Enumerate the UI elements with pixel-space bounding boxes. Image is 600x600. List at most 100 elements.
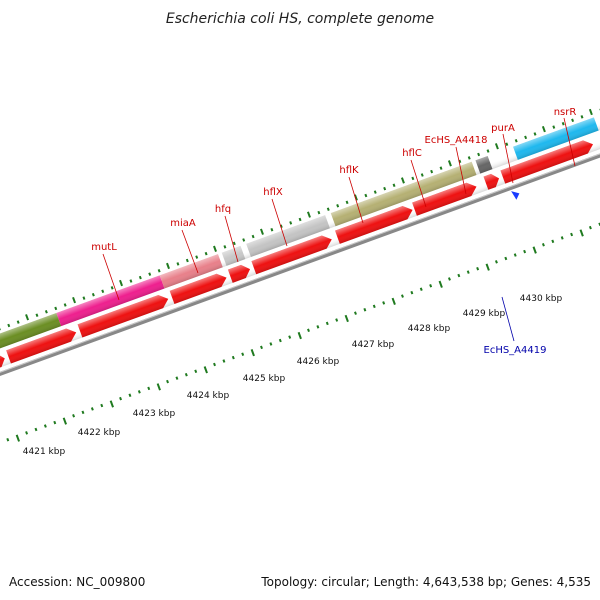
track-tick [505, 142, 509, 146]
genome-summary-text: Topology: circular; Length: 4,643,538 bp… [260, 575, 591, 589]
track-tick [392, 183, 396, 188]
track-tick [561, 121, 565, 126]
track-tick [166, 262, 170, 270]
gene-labels: mutL miaA hfq hflX hflK hflC EcHS_A4418 … [91, 107, 576, 356]
scale-tick [222, 359, 226, 363]
accession-text: Accession: NC_009800 [9, 575, 145, 589]
scale-tick [269, 342, 273, 346]
leader-mutl [102, 253, 120, 301]
track-tick [373, 190, 377, 194]
track-tick [110, 286, 114, 290]
track-tick [260, 228, 264, 235]
track-tick [541, 125, 546, 133]
scale-tick [260, 345, 263, 350]
track-tick [35, 313, 39, 317]
scale-tick [137, 390, 141, 394]
scale-tick [504, 256, 508, 261]
leader-hflk [348, 176, 364, 224]
gene-label-hfq[interactable]: hfq [215, 204, 231, 215]
leader-nsrr [563, 117, 576, 167]
track-tick [420, 173, 424, 177]
track-tick [176, 262, 180, 266]
gene-label-hflk[interactable]: hflK [339, 165, 359, 176]
gene-label-miaa[interactable]: miaA [170, 218, 196, 229]
track-tick [336, 204, 340, 208]
track-tick [533, 132, 537, 136]
track-tick [148, 272, 152, 276]
scale-tick-row [6, 222, 600, 442]
scale-tick [579, 229, 584, 237]
track-tick [16, 320, 20, 324]
track-tick [345, 200, 349, 205]
gene-label-nsrr[interactable]: nsrR [554, 107, 577, 118]
track-tick [157, 269, 161, 273]
scale-tick [90, 407, 94, 411]
scale-label: 4421 kbp [23, 447, 66, 457]
gene-features [0, 96, 600, 357]
cds-arrows [0, 113, 600, 374]
scale-tick [560, 236, 564, 240]
scale-tick [72, 414, 76, 418]
scale-tick [34, 427, 38, 432]
track-tick [204, 251, 208, 256]
scale-tick [62, 417, 67, 425]
track-tick [364, 193, 368, 198]
scale-tick [438, 280, 443, 288]
scale-tick [6, 437, 10, 442]
scale-label: 4428 kbp [408, 324, 451, 334]
scale-tick [410, 290, 414, 295]
scale-tick [213, 362, 216, 367]
scale-tick [429, 284, 433, 288]
gene-label-echs-a4419[interactable]: EcHS_A4419 [484, 345, 547, 356]
scale-tick [363, 307, 367, 312]
scale-tick [297, 331, 302, 340]
leader-echs-a4418 [455, 146, 467, 195]
scale-tick [551, 239, 555, 244]
scale-tick [476, 266, 480, 271]
genome-backbone [0, 127, 600, 385]
scale-tick [166, 379, 169, 384]
track-tick [213, 245, 217, 252]
scale-tick [541, 243, 545, 247]
track-tick [411, 176, 415, 181]
scale-tick [419, 287, 423, 291]
echs-a4419-marker[interactable] [511, 189, 521, 201]
leader-hflc [410, 159, 427, 208]
scale-tick [457, 273, 461, 278]
map-title: Escherichia coli HS, complete genome [166, 11, 434, 27]
track-tick [494, 143, 499, 150]
scale-label: 4423 kbp [133, 409, 176, 419]
track-tick [195, 255, 199, 259]
track-tick [270, 227, 274, 232]
track-tick [447, 160, 452, 167]
scale-tick [325, 321, 329, 326]
scale-tick [466, 270, 470, 274]
gene-label-hflc[interactable]: hflC [402, 148, 422, 159]
gene-label-echs-a4418[interactable]: EcHS_A4418 [425, 135, 488, 146]
scale-tick [175, 376, 179, 380]
scale-tick [278, 338, 282, 343]
gene-label-mutl[interactable]: mutL [91, 242, 117, 253]
scale-tick [250, 349, 255, 357]
scale-tick [81, 410, 85, 415]
track-tick [185, 258, 189, 263]
track-tick [232, 241, 236, 246]
scale-tick [53, 420, 57, 425]
gene-label-hflx[interactable]: hflX [263, 187, 283, 198]
scale-tick [25, 431, 29, 435]
track-tick [25, 314, 30, 321]
scale-tick [335, 318, 339, 322]
leader-pura [502, 133, 514, 184]
cds-arrow-shading [0, 113, 600, 374]
scale-label: 4424 kbp [187, 391, 230, 401]
track-tick [524, 135, 528, 140]
track-tick [400, 177, 405, 184]
gene-label-pura[interactable]: purA [491, 123, 515, 134]
scale-tick [231, 355, 235, 360]
label-leaders [102, 117, 576, 342]
feature-track [0, 96, 600, 442]
track-tick [129, 279, 133, 283]
track-tick [486, 149, 490, 153]
scale-tick [532, 246, 537, 254]
scale-label: 4430 kbp [520, 294, 563, 304]
